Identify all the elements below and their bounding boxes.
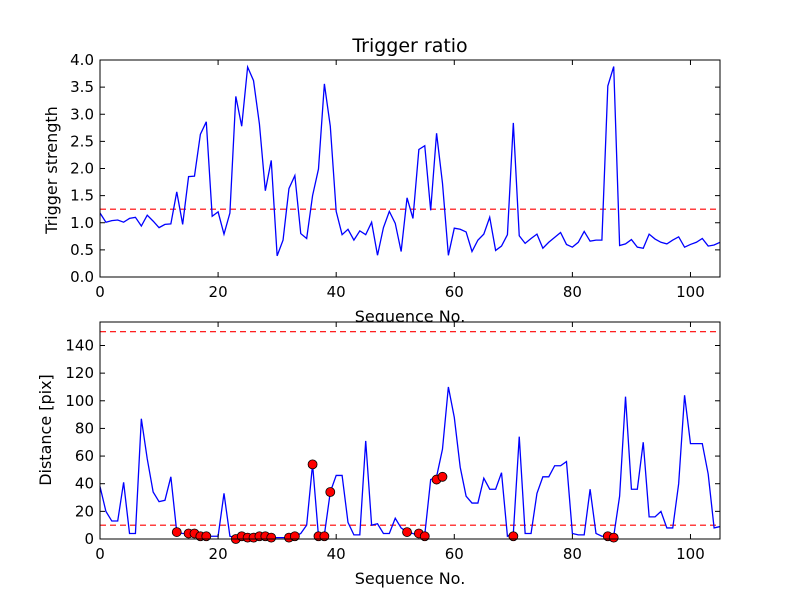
y-tick-label: 20 bbox=[75, 502, 94, 520]
y-tick-label: 0.5 bbox=[70, 241, 94, 259]
chart-title: Trigger ratio bbox=[351, 35, 467, 57]
x-tick-label: 40 bbox=[327, 283, 346, 301]
y-tick-label: 3.0 bbox=[70, 105, 94, 123]
x-tick-label: 0 bbox=[95, 545, 105, 563]
x-axis-ticks: 0 20 40 60 80 100 bbox=[95, 60, 705, 301]
x-tick-label: 20 bbox=[209, 545, 228, 563]
marker-point bbox=[419, 531, 430, 542]
y-tick-label: 2.0 bbox=[70, 160, 94, 178]
y-tick-label: 0 bbox=[84, 530, 94, 548]
y-tick-label: 100 bbox=[65, 392, 94, 410]
marker-point bbox=[325, 487, 336, 497]
marker-point bbox=[289, 531, 300, 542]
marker-point bbox=[608, 532, 619, 543]
y-tick-label: 4.0 bbox=[70, 51, 94, 69]
y-axis-label: Distance [pix] bbox=[36, 374, 55, 486]
y-tick-label: 1.5 bbox=[70, 187, 94, 205]
marker-point bbox=[201, 531, 212, 542]
trigger-ratio-chart: Trigger ratio 0 20 40 60 80 100 0.0 0.5 1.0 1.5 2… bbox=[42, 35, 721, 326]
x-tick-label: 20 bbox=[209, 283, 228, 301]
distance-chart: 0 20 40 60 80 100 0 20 40 60 80 100 120 140 Sequence… bbox=[36, 321, 721, 588]
x-tick-label: 0 bbox=[95, 283, 105, 301]
threshold-lines bbox=[100, 331, 720, 526]
x-tick-label: 60 bbox=[445, 283, 464, 301]
y-tick-label: 80 bbox=[75, 419, 94, 437]
y-tick-label: 3.5 bbox=[70, 78, 94, 96]
x-axis-ticks: 0 20 40 60 80 100 bbox=[95, 322, 705, 563]
x-tick-label: 80 bbox=[563, 545, 582, 563]
plot-frame bbox=[99, 59, 721, 278]
x-axis-label: Sequence No. bbox=[355, 569, 466, 588]
marker-point bbox=[307, 459, 318, 470]
x-tick-label: 100 bbox=[676, 283, 705, 301]
y-tick-label: 2.5 bbox=[70, 132, 94, 150]
y-axis-ticks: 0.0 0.5 1.0 1.5 2.0 2.5 3.0 3.5 4.0 bbox=[70, 51, 720, 286]
marker-points bbox=[171, 459, 619, 544]
marker-point bbox=[266, 532, 277, 543]
marker-point bbox=[508, 531, 519, 542]
y-tick-label: 60 bbox=[75, 447, 94, 465]
y-tick-label: 140 bbox=[65, 336, 94, 354]
y-tick-label: 0.0 bbox=[70, 268, 94, 286]
x-tick-label: 80 bbox=[563, 283, 582, 301]
marker-point bbox=[437, 471, 448, 482]
x-axis-label: Sequence No. bbox=[355, 307, 466, 326]
marker-point bbox=[171, 527, 182, 537]
plot-frame bbox=[99, 321, 721, 540]
x-tick-label: 40 bbox=[327, 545, 346, 563]
marker-point bbox=[319, 531, 330, 542]
marker-point bbox=[402, 527, 412, 537]
y-tick-label: 40 bbox=[75, 475, 94, 493]
y-tick-label: 120 bbox=[65, 364, 94, 382]
series-line bbox=[99, 64, 721, 257]
plot-area bbox=[100, 322, 720, 539]
y-axis-label: Trigger strength bbox=[42, 106, 61, 235]
x-tick-label: 60 bbox=[445, 545, 464, 563]
y-axis-ticks: 0 20 40 60 80 100 120 140 bbox=[65, 336, 720, 548]
y-tick-label: 1.0 bbox=[70, 214, 94, 232]
plot-area bbox=[100, 60, 720, 277]
x-tick-label: 100 bbox=[676, 545, 705, 563]
